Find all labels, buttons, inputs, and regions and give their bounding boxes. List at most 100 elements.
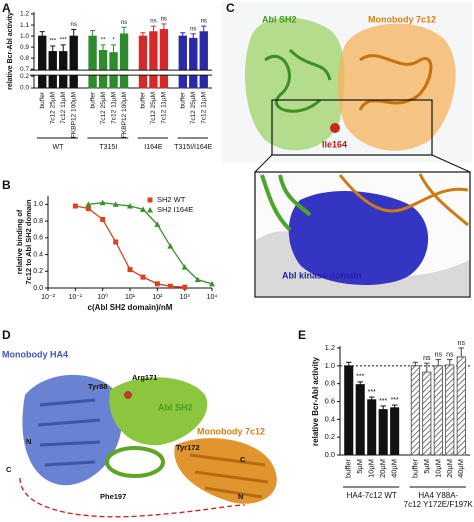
x-tick-label: 20µM: [445, 459, 454, 478]
significance-label: ns: [121, 20, 127, 26]
zoom-box: [271, 99, 433, 156]
significance-label: ***: [60, 37, 68, 43]
legend-marker: [147, 197, 153, 203]
structure-label: N: [238, 492, 243, 501]
x-tick-label: buffer: [410, 459, 419, 479]
y-tick-label: 0.8: [20, 55, 29, 62]
point: [127, 267, 133, 273]
x-tick-label: 7c12 11µM: [110, 92, 117, 124]
ha4-ribbon: [22, 374, 123, 486]
structure-label: N: [26, 437, 31, 446]
y-tick-label: 0.6: [325, 396, 335, 405]
x-tick-label: buffer: [89, 91, 96, 108]
structure-label: Abl SH2: [158, 402, 193, 412]
point: [181, 264, 188, 270]
point: [113, 239, 119, 245]
panel-label: B: [2, 178, 11, 192]
x-tick-label: 10¹: [125, 294, 136, 301]
structure-label: Abl kinase domain: [282, 270, 362, 280]
x-tick-label: 40µM: [390, 459, 399, 478]
x-tick-label: 20µM: [378, 459, 387, 478]
bar: [433, 365, 443, 456]
monobody-loop: [338, 173, 469, 227]
x-tick-label: 10²: [152, 294, 163, 301]
ile164-atom: [330, 123, 340, 133]
kinase-blue-surface: [288, 190, 429, 285]
y-tick-label: 0.0: [33, 285, 43, 292]
x-tick-label: buffer: [344, 459, 353, 479]
significance-label: ***: [391, 397, 399, 404]
bar: [355, 384, 365, 456]
y-tick-label: 1.0: [325, 361, 335, 370]
bar: [69, 35, 78, 89]
bar: [88, 35, 97, 89]
point: [182, 284, 188, 290]
legend-label: SH2 I164E: [157, 205, 193, 214]
x-tick-label: 7c12 11µM: [200, 92, 207, 124]
significance-label: ns: [446, 351, 454, 358]
group-label: WT: [53, 144, 65, 151]
structure-label: Abl SH2: [262, 14, 297, 24]
y-tick-label: 1.1: [20, 22, 29, 29]
significance-label: ns: [201, 19, 207, 25]
structure-label: C: [6, 465, 12, 474]
significance-label: ns: [458, 340, 466, 347]
x-tick-label: 7c12 11µM: [161, 92, 168, 124]
point: [140, 206, 147, 212]
x-tick-label: 10³: [180, 294, 191, 301]
bar: [422, 371, 432, 456]
legend-label: SH2 WT: [157, 195, 186, 204]
y-axis-label: relative Bcr-Abl activity: [7, 12, 14, 90]
structure-label: Ile164: [322, 139, 347, 149]
y-tick-label: 0.0: [325, 450, 335, 459]
point: [194, 276, 201, 283]
significance-label: ***: [49, 39, 57, 45]
point: [112, 201, 119, 207]
point: [140, 274, 146, 280]
y-tick-label: 0.7: [20, 66, 29, 73]
sh2-ribbon: [264, 48, 332, 113]
point: [127, 203, 133, 209]
y-tick-label: 0.4: [33, 251, 43, 258]
x-tick-label: FKBP12 100µM: [121, 92, 128, 138]
panel-label: C: [226, 1, 235, 15]
group-label: HA4 Y88A-: [418, 491, 458, 500]
bar: [98, 50, 108, 89]
bar: [410, 365, 420, 456]
7c12-strand: [189, 453, 269, 499]
y-axis-label: relative Bcr-Abl activity: [311, 356, 320, 445]
bar: [178, 35, 187, 89]
monobody-ribbon: [358, 54, 433, 111]
significance-label: ns: [190, 26, 196, 32]
sh2-helix: [105, 446, 165, 478]
panel-label: D: [2, 328, 11, 342]
bar: [159, 29, 169, 89]
zoom-line: [254, 154, 273, 173]
group-label: T315I/I164E: [174, 144, 212, 151]
y-tick-label: 0.8: [325, 379, 335, 388]
x-tick-label: 10⁻²: [41, 294, 55, 301]
significance-label: **: [101, 37, 106, 43]
y-tick-label: 0.4: [325, 414, 335, 423]
x-tick-label: 7c12 11µM: [60, 92, 67, 124]
structure-label: Monobody HA4: [2, 349, 68, 359]
group-label: I164E: [144, 144, 163, 151]
structure-label: Arg171: [132, 373, 157, 382]
x-tick-label: FKBP12 100µM: [70, 92, 77, 138]
x-tick-label: buffer: [140, 91, 147, 108]
significance-label: *: [112, 37, 115, 43]
structure-label: Monobody 7c12: [368, 14, 436, 24]
point: [100, 216, 106, 222]
x-tick-label: 5µM: [355, 459, 364, 474]
bar: [138, 35, 148, 89]
bar: [367, 399, 377, 456]
series-line: [75, 205, 185, 288]
point: [154, 281, 160, 287]
y-tick-label: 0.2: [325, 432, 335, 441]
ha4-strand: [37, 398, 101, 467]
bar: [149, 31, 158, 89]
y-axis-label: relative binding of: [15, 209, 24, 274]
point: [167, 243, 174, 249]
y-tick-label: 1.0: [33, 201, 43, 208]
structure-c: [222, 2, 472, 298]
